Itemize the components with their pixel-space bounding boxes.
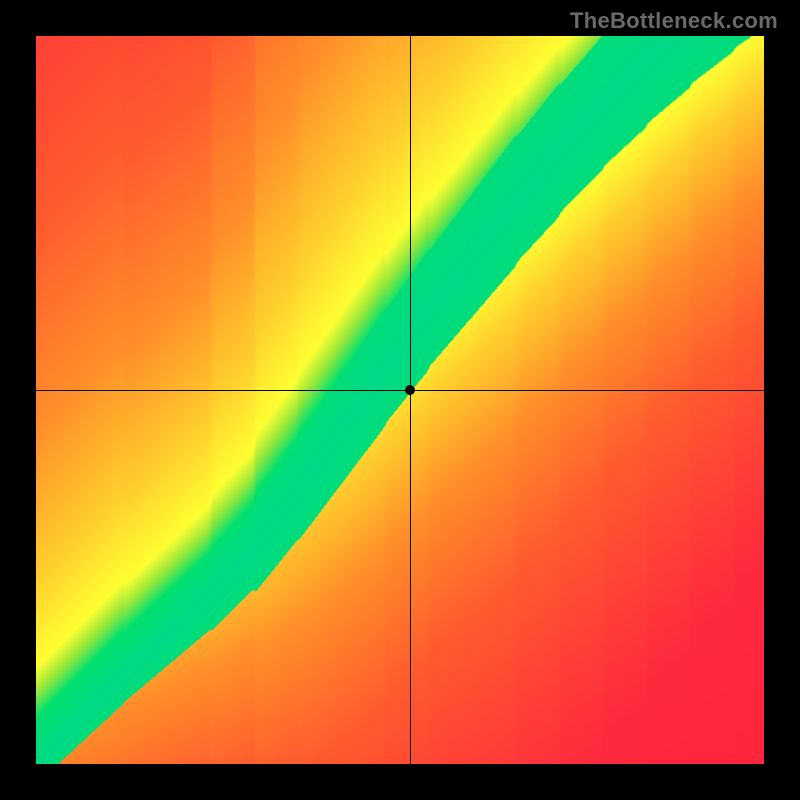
data-point-marker <box>405 385 415 395</box>
watermark-text: TheBottleneck.com <box>570 8 778 34</box>
crosshair-horizontal <box>36 390 764 391</box>
heatmap-canvas <box>36 36 764 764</box>
heatmap-plot <box>36 36 764 764</box>
crosshair-vertical <box>410 36 411 764</box>
chart-container: TheBottleneck.com <box>0 0 800 800</box>
